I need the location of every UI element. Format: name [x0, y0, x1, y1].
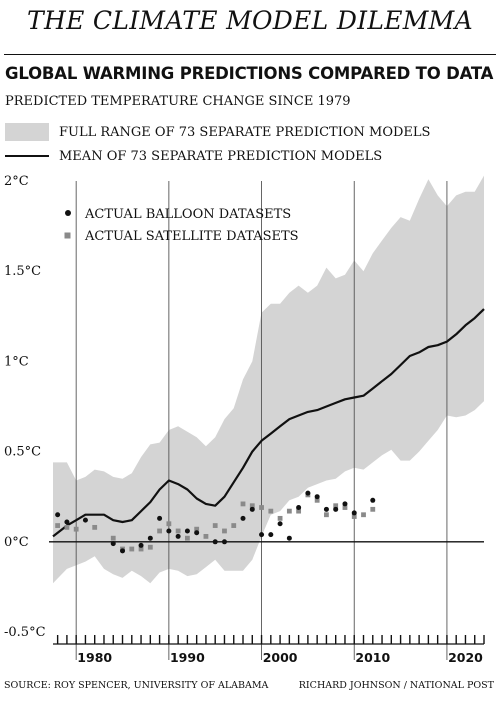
balloon-point [305, 490, 311, 496]
balloon-point [175, 533, 181, 539]
balloon-point [120, 548, 126, 554]
satellite-point [166, 521, 172, 527]
legend-label-mean: MEAN OF 73 SEPARATE PREDICTION MODELS [59, 148, 383, 164]
balloon-point [64, 519, 70, 525]
satellite-point [342, 505, 348, 510]
satellite-point [259, 505, 264, 510]
balloon-point [268, 532, 274, 538]
legend-item-range: FULL RANGE OF 73 SEPARATE PREDICTION MOD… [5, 123, 430, 141]
credit-note: RICHARD JOHNSON / NATIONAL POST [298, 680, 494, 691]
satellite-point [370, 506, 376, 512]
satellite-point [138, 546, 144, 552]
y-tick-label-1: 0°C [4, 535, 29, 550]
balloon-point [166, 528, 172, 534]
balloon-point [342, 501, 348, 507]
satellite-point [147, 544, 153, 550]
x-tick-label-1980: 1980 [77, 650, 112, 665]
balloon-point [286, 535, 292, 541]
satellite-point [361, 512, 366, 518]
legend-swatch-range [5, 123, 49, 141]
satellite-point [249, 503, 255, 509]
satellite-point [184, 535, 190, 541]
legend-label-range: FULL RANGE OF 73 SEPARATE PREDICTION MOD… [59, 124, 431, 140]
satellite-point [286, 508, 292, 514]
balloon-point [138, 542, 144, 548]
x-tick-label-2000: 2000 [263, 650, 298, 665]
satellite-point [194, 526, 200, 532]
balloon-point [296, 505, 302, 511]
balloon-point [314, 494, 320, 500]
balloon-point [110, 541, 116, 547]
source-note: SOURCE: ROY SPENCER, UNIVERSITY OF ALABA… [4, 680, 269, 691]
balloon-point [157, 515, 163, 521]
balloon-point [212, 539, 218, 545]
x-tick-label-2010: 2010 [355, 650, 390, 665]
satellite-point [203, 533, 209, 539]
balloon-point [333, 506, 339, 512]
y-tick-label-4: 1.5°C [4, 264, 41, 279]
legend-marker-balloon [65, 210, 71, 216]
satellite-point [212, 523, 218, 528]
y-axis-label: PREDICTED TEMPERATURE CHANGE SINCE 1979 [5, 94, 351, 109]
satellite-point [55, 523, 61, 528]
satellite-point [64, 524, 70, 530]
satellite-point [240, 501, 246, 507]
balloon-point [194, 530, 200, 536]
satellite-point [314, 497, 320, 503]
chart-subtitle: GLOBAL WARMING PREDICTIONS COMPARED TO D… [5, 64, 494, 83]
balloon-point [249, 506, 255, 512]
legend-marker-satellite [64, 232, 71, 239]
legend-label-satellite: ACTUAL SATELLITE DATASETS [84, 229, 299, 244]
satellite-point [324, 512, 329, 518]
balloon-point [277, 521, 283, 527]
satellite-point [333, 503, 339, 509]
x-tick-label-1990: 1990 [170, 650, 205, 665]
x-tick-label-2020: 2020 [448, 650, 483, 665]
satellite-point [157, 528, 162, 534]
balloon-point [147, 535, 153, 541]
legend-swatch-mean [5, 155, 49, 157]
model-range-band [53, 175, 484, 584]
satellite-point [222, 528, 227, 534]
balloon-point [370, 497, 376, 503]
satellite-point [268, 508, 274, 514]
satellite-point [296, 508, 302, 514]
y-tick-label-0: -0.5°C [4, 625, 46, 640]
satellite-point [92, 524, 98, 530]
balloon-point [221, 539, 227, 545]
balloon-point [55, 512, 61, 518]
balloon-point [259, 532, 265, 538]
satellite-point [129, 546, 135, 552]
title-rule [4, 54, 496, 55]
chart-title: THE CLIMATE MODEL DILEMMA [27, 6, 473, 35]
y-tick-label-5: 2°C [4, 174, 29, 189]
satellite-point [175, 528, 181, 534]
balloon-point [351, 510, 357, 516]
satellite-point [231, 523, 237, 528]
satellite-point [351, 514, 357, 519]
y-tick-label-2: 0.5°C [4, 445, 41, 460]
model-mean-line [52, 308, 485, 538]
satellite-point [110, 535, 116, 541]
y-tick-label-3: 1°C [4, 354, 29, 369]
satellite-point [277, 515, 283, 521]
legend-item-mean: MEAN OF 73 SEPARATE PREDICTION MODELS [5, 147, 382, 165]
balloon-point [240, 515, 246, 521]
balloon-point [82, 517, 88, 523]
legend-label-balloon: ACTUAL BALLOON DATASETS [84, 207, 291, 222]
balloon-point [323, 506, 329, 512]
satellite-point [73, 526, 79, 532]
balloon-point [184, 528, 190, 534]
